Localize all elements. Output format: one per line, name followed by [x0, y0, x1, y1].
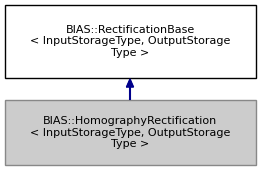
Bar — [5, 100, 256, 165]
Polygon shape — [127, 79, 133, 87]
Bar — [5, 5, 256, 78]
Text: BIAS::HomographyRectification
< InputStorageType, OutputStorage
Type >: BIAS::HomographyRectification < InputSto… — [30, 116, 231, 149]
Text: BIAS::RectificationBase
< InputStorageType, OutputStorage
Type >: BIAS::RectificationBase < InputStorageTy… — [30, 25, 231, 58]
